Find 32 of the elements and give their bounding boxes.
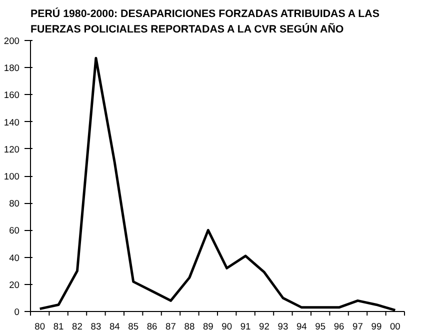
y-tick-label: 180 <box>4 63 20 74</box>
y-tick-label: 140 <box>4 117 20 128</box>
x-tick-label: 85 <box>128 322 139 332</box>
x-tick-label: 81 <box>53 322 64 332</box>
x-tick-label: 88 <box>184 322 195 332</box>
y-tick-label: 120 <box>4 144 20 154</box>
x-tick-label: 00 <box>390 322 400 332</box>
x-tick-label: 94 <box>296 322 307 332</box>
x-tick-label: 95 <box>315 322 326 332</box>
x-tick-label: 99 <box>371 322 382 332</box>
x-tick-label: 84 <box>109 322 120 332</box>
x-tick-label: 82 <box>72 322 82 332</box>
y-tick-label: 160 <box>4 90 20 100</box>
y-tick-label: 60 <box>9 226 20 236</box>
x-tick-label: 86 <box>146 322 158 332</box>
x-tick-label: 91 <box>240 322 251 332</box>
y-tick-label: 0 <box>14 307 20 317</box>
x-tick-label: 93 <box>278 322 288 332</box>
y-tick-label: 20 <box>9 280 20 290</box>
x-tick-label: 90 <box>222 322 232 332</box>
y-tick-label: 80 <box>9 198 20 209</box>
x-tick-label: 80 <box>34 322 46 332</box>
x-tick-label: 97 <box>352 322 363 332</box>
x-tick-label: 92 <box>259 322 270 332</box>
x-tick-label: 96 <box>334 322 344 332</box>
y-tick-label: 200 <box>4 36 20 46</box>
chart-title: PERÚ 1980-2000: DESAPARICIONES FORZADAS ATRIBUIDAS A LAS FUERZAS POLICIALES REPORTADAS A LA CVR SEGÚN AÑO <box>30 6 380 36</box>
x-tick-label: 89 <box>202 322 214 332</box>
x-tick-label: 83 <box>90 322 102 332</box>
y-tick-label: 100 <box>4 172 20 182</box>
y-tick-label: 40 <box>9 252 20 263</box>
x-tick-label: 87 <box>166 322 176 332</box>
